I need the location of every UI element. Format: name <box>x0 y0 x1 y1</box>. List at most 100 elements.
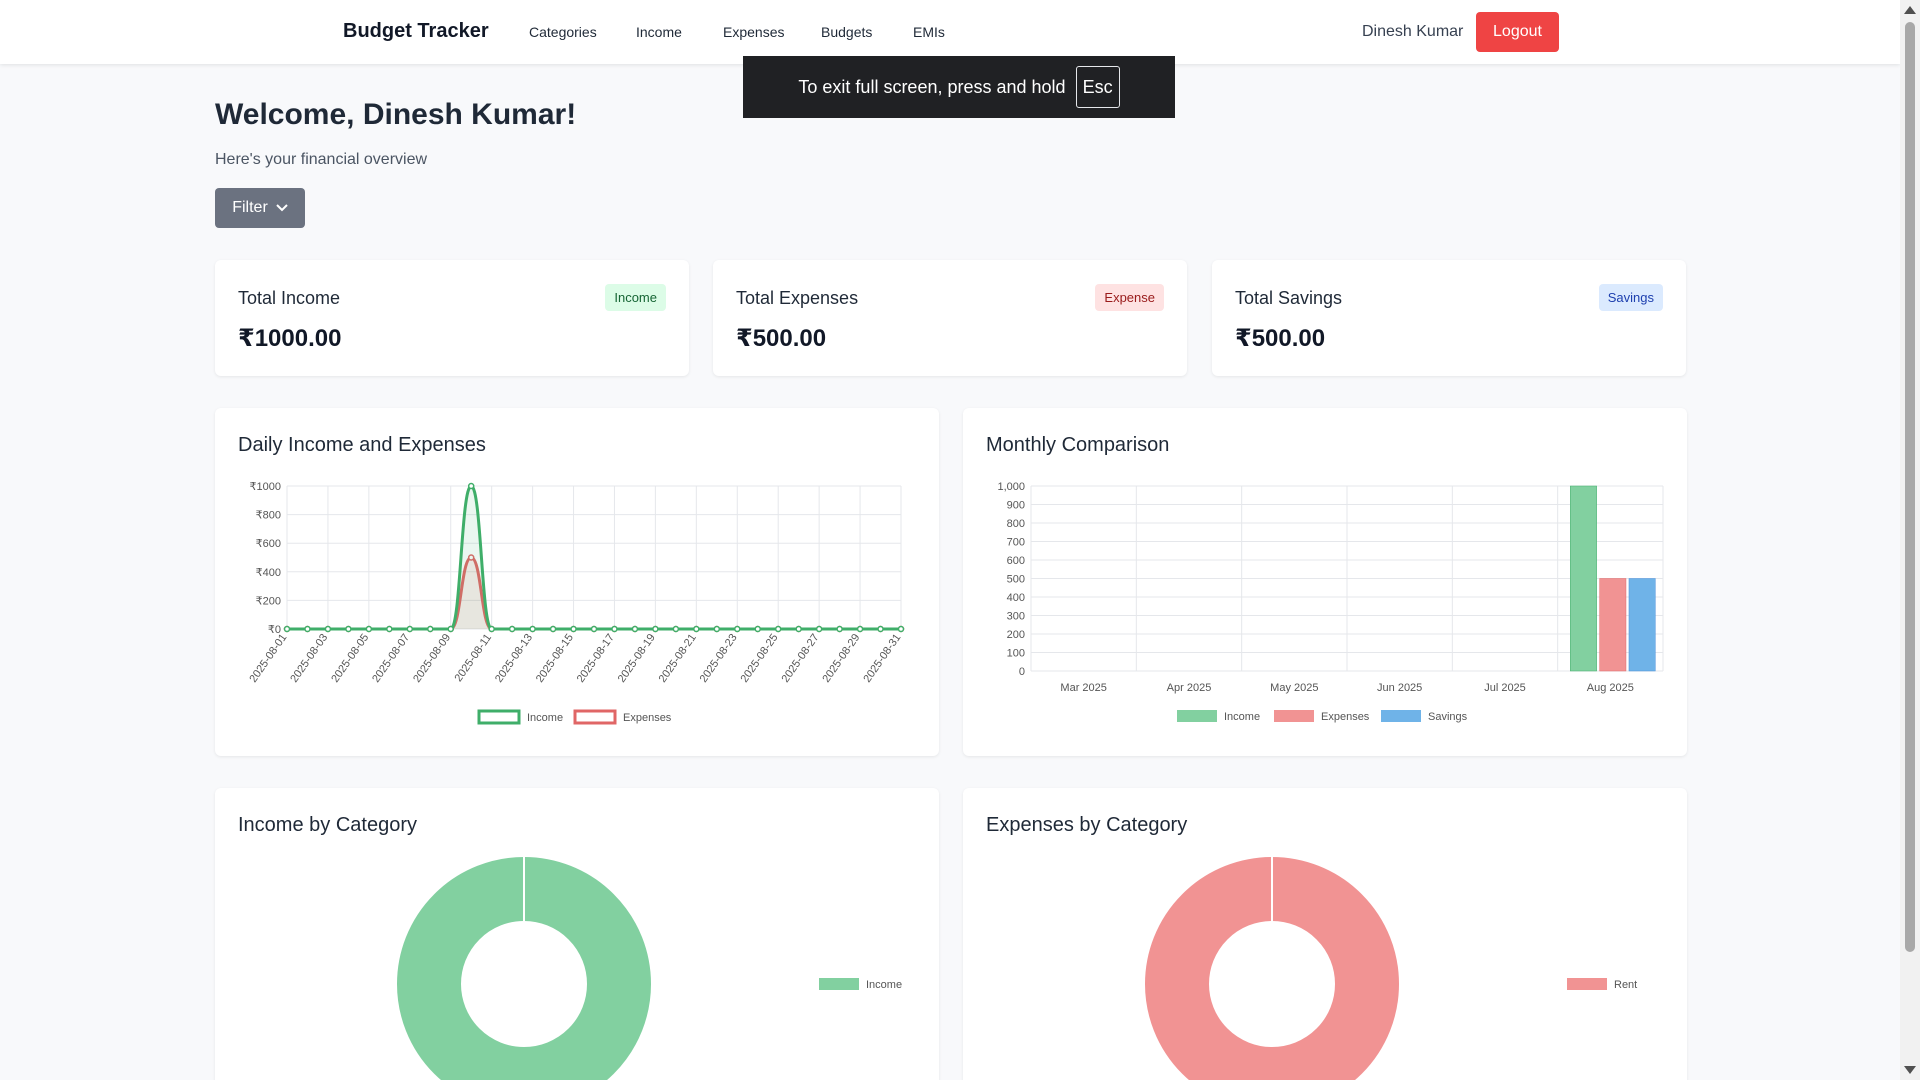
y-tick-label: 600 <box>1007 555 1025 567</box>
esc-key-hint: Esc <box>1075 66 1120 108</box>
income-doughnut-chart: Income <box>397 857 902 1080</box>
legend-label: Expenses <box>623 712 672 724</box>
brand-logo[interactable]: Budget Tracker <box>343 20 489 42</box>
data-point <box>877 625 884 633</box>
chart-card-monthly: Monthly Comparison 0 100 200 300 400 500 600 70… <box>963 408 1687 756</box>
x-tick-label: Mar 2025 <box>1060 682 1106 694</box>
expense-doughnut-chart: Rent <box>1145 857 1637 1080</box>
data-point <box>836 625 843 633</box>
scroll-up-arrow-icon[interactable] <box>1904 6 1916 14</box>
stat-title: Total Savings <box>1235 288 1343 308</box>
data-point <box>283 625 291 633</box>
y-tick-label: ₹400 <box>256 567 281 579</box>
bar-savings <box>1628 578 1656 672</box>
stat-card-income: Total Income Income ₹1000.00 <box>215 260 689 376</box>
y-tick-label: 800 <box>1007 518 1025 530</box>
nav-link-emis[interactable]: EMIs <box>913 24 945 40</box>
x-tick-label: 2025-08-21 <box>657 632 699 685</box>
chevron-down-icon <box>276 204 288 212</box>
x-tick-label: 2025-08-17 <box>575 632 617 685</box>
status-badge: Income <box>605 284 666 311</box>
y-tick-label: 1,000 <box>997 481 1025 493</box>
y-tick-label: 200 <box>1007 629 1025 641</box>
y-tick-label: ₹200 <box>256 595 281 607</box>
x-tick-label: Jul 2025 <box>1484 682 1526 694</box>
nav-link-income[interactable]: Income <box>636 24 682 40</box>
x-tick-label: 2025-08-05 <box>329 632 371 685</box>
legend-swatch <box>1381 710 1421 722</box>
data-point <box>529 625 536 633</box>
data-point <box>611 625 618 633</box>
fullscreen-exit-toast: To exit full screen, press and hold Esc <box>743 56 1175 118</box>
y-tick-label: ₹800 <box>256 510 281 522</box>
legend-label: Income <box>1224 711 1260 723</box>
legend-swatch <box>1177 710 1217 722</box>
chart-title: Monthly Comparison <box>986 434 1170 456</box>
page-title: Welcome, Dinesh Kumar! <box>215 98 577 131</box>
stat-card-savings: Total Savings Savings ₹500.00 <box>1212 260 1686 376</box>
filter-button[interactable]: Filter <box>215 188 305 228</box>
stat-value: ₹500.00 <box>1235 325 1326 352</box>
chart-title: Daily Income and Expenses <box>238 434 486 456</box>
data-point <box>693 625 700 633</box>
series-area-income <box>287 486 901 629</box>
scroll-thumb[interactable] <box>1905 22 1915 952</box>
y-tick-label: 900 <box>1007 500 1025 512</box>
nav-link-categories[interactable]: Categories <box>529 24 597 40</box>
data-point <box>406 625 414 633</box>
legend-swatch <box>1567 978 1607 990</box>
legend-swatch <box>477 709 521 725</box>
legend-label: Rent <box>1614 979 1637 991</box>
bar-income <box>1570 485 1597 672</box>
data-point <box>549 625 557 633</box>
legend-label: Savings <box>1428 711 1468 723</box>
stat-title: Total Income <box>238 288 341 308</box>
legend-swatch <box>1274 710 1314 722</box>
page-subtitle: Here's your financial overview <box>215 151 428 168</box>
chart-title: Income by Category <box>238 814 417 836</box>
data-point <box>570 625 577 633</box>
stat-value: ₹1000.00 <box>238 325 342 352</box>
x-tick-label: 2025-08-31 <box>861 632 903 685</box>
data-point <box>734 625 741 633</box>
bar-expenses <box>1599 578 1627 672</box>
series-area-expenses <box>287 557 901 629</box>
y-tick-label: 300 <box>1007 611 1025 623</box>
page-scrollbar[interactable] <box>1900 0 1920 1080</box>
data-point <box>590 625 598 633</box>
series-line-expenses <box>287 555 901 631</box>
navbar: Budget Tracker Categories Income Expense… <box>0 0 1900 64</box>
series-line-income <box>287 484 901 631</box>
data-point <box>713 625 721 633</box>
x-tick-label: 2025-08-25 <box>739 632 781 685</box>
daily-line-chart: ₹0₹200₹400₹600₹800₹10002025-08-012025-08… <box>247 481 905 725</box>
status-badge: Expense <box>1095 284 1164 311</box>
x-tick-label: Apr 2025 <box>1167 682 1212 694</box>
x-tick-label: 2025-08-07 <box>370 632 412 685</box>
y-tick-label: 500 <box>1007 574 1025 586</box>
data-point <box>631 625 639 633</box>
legend-label: Income <box>527 712 563 724</box>
x-tick-label: 2025-08-09 <box>411 632 453 685</box>
chart-title: Expenses by Category <box>986 814 1188 836</box>
x-tick-label: 2025-08-27 <box>779 632 821 685</box>
nav-link-expenses[interactable]: Expenses <box>723 24 785 40</box>
legend-swatch <box>573 709 617 725</box>
legend-label: Expenses <box>1321 711 1370 723</box>
x-tick-label: 2025-08-29 <box>820 632 862 685</box>
x-tick-label: 2025-08-01 <box>247 632 289 685</box>
y-tick-label: 0 <box>1019 666 1025 678</box>
stat-title: Total Expenses <box>736 288 859 308</box>
user-name: Dinesh Kumar <box>1362 23 1464 40</box>
chart-card-expense-category: Expenses by Category Rent <box>963 788 1687 1080</box>
y-tick-label: ₹1000 <box>250 481 281 493</box>
scroll-down-arrow-icon[interactable] <box>1904 1066 1916 1074</box>
chart-card-income-category: Income by Category Income <box>215 788 939 1080</box>
data-point <box>467 554 475 561</box>
data-point <box>324 625 332 633</box>
x-tick-label: 2025-08-15 <box>534 632 576 685</box>
data-point <box>427 625 434 633</box>
nav-link-budgets[interactable]: Budgets <box>821 24 873 40</box>
stat-value: ₹500.00 <box>736 325 827 352</box>
logout-button[interactable]: Logout <box>1476 12 1559 52</box>
